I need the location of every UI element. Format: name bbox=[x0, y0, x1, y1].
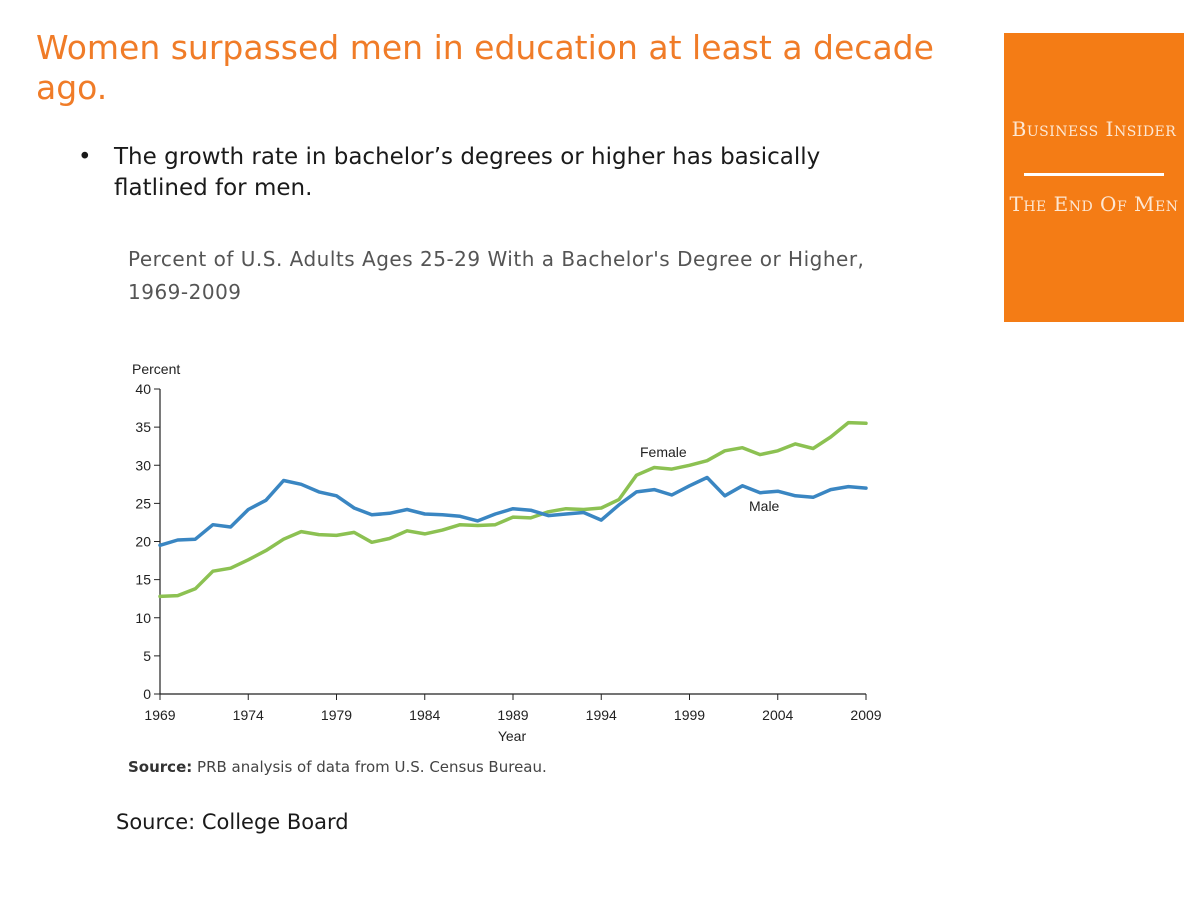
x-tick-label: 2004 bbox=[762, 707, 793, 723]
x-tick-label: 1999 bbox=[674, 707, 705, 723]
bullet-point: • The growth rate in bachelor’s degrees … bbox=[78, 142, 838, 204]
y-axis-label: Percent bbox=[132, 361, 180, 377]
x-tick-label: 1984 bbox=[409, 707, 440, 723]
brand-name: Business Insider bbox=[1011, 117, 1177, 141]
y-tick-label: 10 bbox=[135, 610, 151, 626]
chart-source: Source: PRB analysis of data from U.S. C… bbox=[128, 758, 547, 776]
brand-panel: Business Insider The End Of Men bbox=[1004, 33, 1184, 322]
slide-title: Women surpassed men in education at leas… bbox=[36, 28, 934, 107]
y-tick-label: 35 bbox=[135, 419, 151, 435]
chart-source-text: PRB analysis of data from U.S. Census Bu… bbox=[197, 758, 547, 776]
x-tick-label: 1974 bbox=[233, 707, 264, 723]
x-axis-label: Year bbox=[498, 728, 527, 744]
y-tick-label: 30 bbox=[135, 457, 151, 473]
x-tick-label: 2009 bbox=[850, 707, 881, 723]
series-label-male: Male bbox=[749, 498, 780, 514]
x-tick-label: 1969 bbox=[144, 707, 175, 723]
slide-source: Source: College Board bbox=[116, 810, 349, 834]
x-tick-label: 1989 bbox=[497, 707, 528, 723]
brand-tagline: The End Of Men bbox=[1009, 192, 1179, 216]
series-line-female bbox=[158, 420, 868, 599]
y-tick-label: 15 bbox=[135, 572, 151, 588]
y-tick-label: 20 bbox=[135, 534, 151, 550]
y-tick-label: 5 bbox=[143, 648, 151, 664]
bullet-text: The growth rate in bachelor’s degrees or… bbox=[114, 144, 821, 201]
x-tick-label: 1994 bbox=[586, 707, 617, 723]
y-tick-label: 25 bbox=[135, 495, 151, 511]
series-label-female: Female bbox=[640, 444, 687, 460]
x-tick-label: 1979 bbox=[321, 707, 352, 723]
chart-title: Percent of U.S. Adults Ages 25-29 With a… bbox=[128, 247, 865, 304]
series-line-male bbox=[158, 475, 868, 548]
chart-source-label: Source: bbox=[128, 758, 193, 776]
y-tick-label: 40 bbox=[135, 381, 151, 397]
y-tick-label: 0 bbox=[143, 686, 151, 702]
brand-divider bbox=[1024, 173, 1164, 176]
